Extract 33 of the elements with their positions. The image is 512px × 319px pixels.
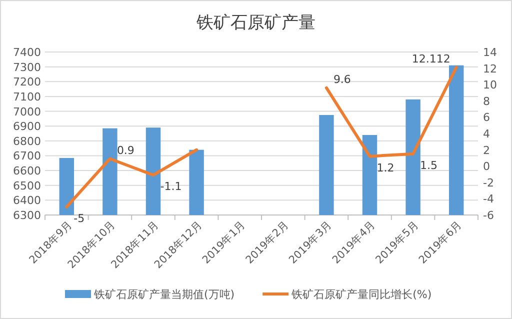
y-tick-label: 7400: [13, 46, 41, 59]
data-label: -5: [74, 212, 85, 225]
data-label: 12.112: [412, 52, 450, 66]
y-tick-label: 7200: [13, 76, 41, 89]
y-tick-label: 6600: [13, 164, 41, 178]
y-tick-label: 6800: [13, 134, 41, 148]
y-tick-label: 6400: [13, 194, 41, 208]
legend-label: 铁矿石原矿产量当期值(万吨): [93, 288, 235, 301]
y-tick-label: 6300: [13, 209, 41, 222]
y2-tick-label: -6: [483, 209, 494, 222]
y2-tick-label: 2: [483, 144, 490, 157]
y2-tick-label: 0: [483, 160, 490, 174]
data-label: 0.9: [116, 144, 134, 157]
y-tick-label: 7300: [13, 60, 41, 74]
data-label: 1.2: [376, 161, 394, 174]
y-tick-label: 6500: [13, 179, 41, 192]
y-tick-label: 7000: [13, 105, 41, 118]
y2-tick-label: 6: [483, 111, 490, 124]
y2-tick-label: 14: [483, 46, 497, 59]
y2-tick-label: 8: [483, 94, 490, 108]
y2-tick-label: 4: [483, 128, 490, 140]
data-label: -1.1: [160, 180, 182, 194]
data-label: 1.5: [420, 158, 438, 172]
y-tick-label: 6900: [13, 120, 41, 134]
legend-label: 铁矿石原矿产量同比增长(%): [290, 288, 432, 301]
y2-tick-label: 12: [483, 62, 497, 76]
y-tick-label: 6700: [13, 150, 41, 163]
data-label: 9.6: [333, 72, 351, 86]
chart-title: 铁矿石原矿产量: [196, 13, 316, 33]
y2-tick-label: -4: [483, 192, 494, 206]
y2-tick-label: 10: [483, 78, 497, 92]
y-tick-label: 7100: [13, 90, 41, 104]
y2-tick-label: -2: [483, 176, 494, 190]
